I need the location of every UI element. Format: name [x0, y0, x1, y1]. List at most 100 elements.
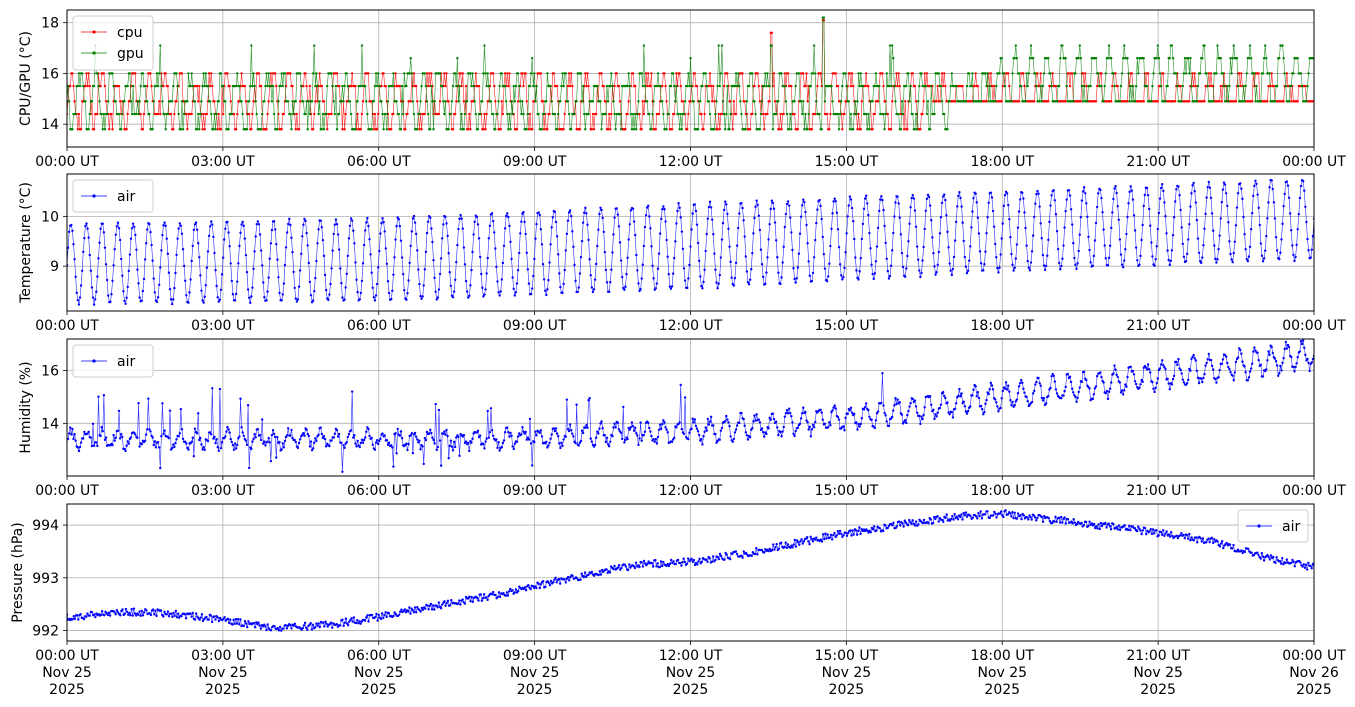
data-point: [398, 84, 402, 88]
data-point: [1113, 187, 1116, 190]
data-point: [1038, 382, 1041, 385]
data-point: [79, 613, 82, 616]
data-point: [676, 209, 679, 213]
data-point: [908, 100, 911, 103]
data-point: [379, 232, 382, 235]
data-point: [658, 423, 662, 426]
data-point: [249, 84, 252, 88]
data-point: [1170, 44, 1174, 47]
data-point: [76, 128, 80, 131]
data-point: [1080, 84, 1084, 88]
data-point: [1065, 198, 1068, 201]
data-point: [1132, 214, 1136, 217]
data-point: [252, 100, 255, 103]
data-point: [1254, 179, 1257, 182]
data-point: [900, 413, 904, 416]
data-point: [741, 72, 744, 75]
data-point: [1047, 57, 1050, 60]
data-point: [714, 268, 717, 271]
data-point: [1224, 100, 1228, 103]
data-point: [495, 265, 498, 269]
data-point: [136, 436, 139, 440]
data-point: [773, 100, 777, 103]
data-point: [507, 215, 510, 219]
data-point: [1282, 57, 1285, 60]
data-point: [1114, 368, 1117, 371]
data-point: [906, 413, 909, 417]
data-point: [341, 470, 344, 473]
data-point: [1233, 240, 1237, 244]
data-point: [842, 275, 845, 279]
data-point: [555, 432, 559, 435]
data-point: [599, 206, 602, 209]
data-point: [445, 428, 448, 432]
data-point: [539, 228, 543, 231]
data-point: [768, 416, 771, 420]
data-point: [429, 128, 432, 131]
data-point: [640, 72, 643, 75]
data-point: [224, 100, 227, 103]
data-point: [962, 239, 965, 243]
data-point: [333, 432, 337, 435]
data-point: [253, 626, 257, 629]
data-point: [406, 448, 409, 452]
data-point: [1168, 263, 1171, 267]
data-point: [579, 439, 583, 443]
data-point: [859, 422, 862, 426]
data-point: [735, 424, 739, 427]
data-point: [490, 212, 494, 215]
data-point: [73, 433, 76, 436]
data-point: [855, 112, 858, 116]
data-point: [1016, 226, 1020, 229]
data-point: [258, 624, 261, 627]
data-point: [577, 286, 581, 289]
data-point: [964, 265, 968, 268]
data-point: [858, 84, 861, 88]
data-point: [1050, 194, 1053, 197]
data-point: [186, 128, 189, 131]
data-point: [1257, 72, 1260, 75]
data-point: [661, 208, 664, 211]
data-point: [716, 84, 719, 88]
data-point: [729, 435, 732, 438]
data-point: [919, 128, 922, 131]
data-point: [447, 100, 450, 103]
data-point: [356, 100, 359, 103]
data-point: [124, 449, 127, 453]
data-point: [555, 235, 559, 238]
data-point: [262, 442, 265, 445]
data-point: [1152, 387, 1155, 391]
data-point: [375, 438, 379, 442]
data-point: [856, 128, 859, 131]
data-point: [917, 258, 920, 261]
data-point: [834, 407, 837, 410]
data-point: [298, 269, 302, 272]
data-point: [772, 417, 776, 421]
data-point: [520, 220, 523, 223]
data-point: [1296, 228, 1299, 231]
data-point: [683, 100, 687, 103]
data-point: [1127, 72, 1130, 75]
data-point: [964, 100, 968, 103]
data-point: [1235, 206, 1239, 209]
data-point: [882, 112, 885, 116]
data-point: [422, 462, 425, 466]
data-point: [1208, 186, 1212, 190]
data-point: [868, 128, 871, 131]
data-point: [303, 217, 306, 221]
data-point: [407, 442, 410, 446]
data-point: [1189, 205, 1192, 208]
data-point: [1206, 185, 1209, 189]
data-point: [392, 273, 395, 276]
data-point: [752, 232, 755, 235]
data-point: [1026, 84, 1029, 88]
data-point: [394, 72, 397, 75]
data-point: [454, 112, 457, 116]
data-point: [705, 429, 708, 432]
data-point: [223, 615, 226, 619]
data-point: [1303, 346, 1306, 349]
data-point: [267, 276, 270, 279]
data-point: [898, 216, 901, 219]
data-point: [941, 84, 945, 88]
data-point: [140, 442, 144, 446]
